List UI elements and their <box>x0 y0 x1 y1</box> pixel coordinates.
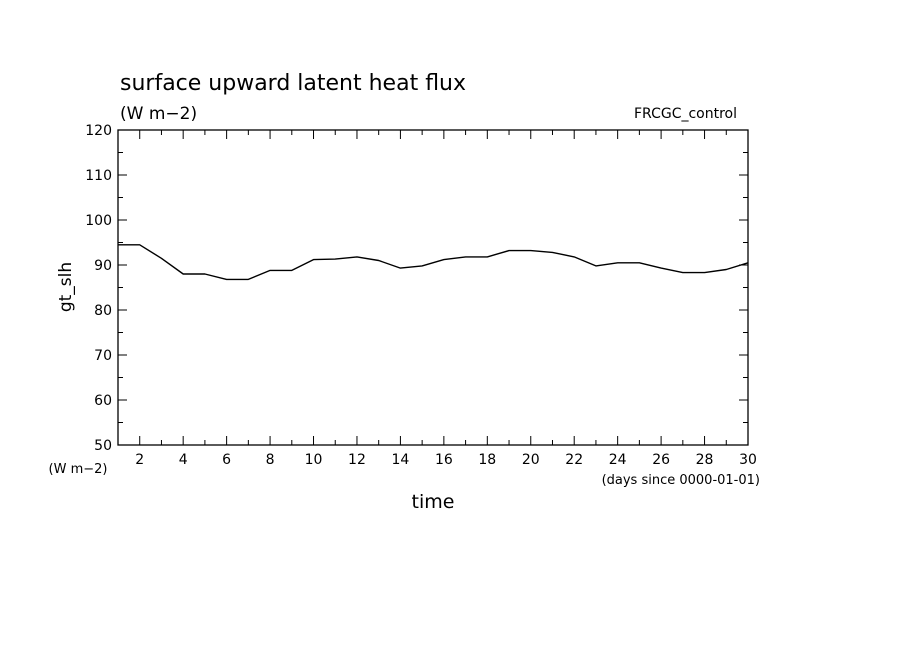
y-tick-label: 50 <box>94 438 112 454</box>
x-tick-label: 14 <box>391 452 409 468</box>
x-tick-label: 12 <box>348 452 366 468</box>
x-tick-label: 10 <box>305 452 323 468</box>
x-tick-label: 6 <box>222 452 231 468</box>
y-tick-label: 100 <box>85 213 112 229</box>
x-axis-label: time <box>412 491 455 513</box>
x-axis: 2 4 6 8 10 12 14 16 18 20 22 24 26 28 30 <box>117 130 757 468</box>
x-tick-label: 30 <box>739 452 757 468</box>
x-tick-label: 22 <box>565 452 583 468</box>
x-tick-label: 28 <box>696 452 714 468</box>
x-tick-label: 16 <box>435 452 453 468</box>
y-axis: 50 60 70 80 90 100 110 120 <box>85 123 748 454</box>
chart-subtitle: (W m−2) <box>120 104 197 124</box>
run-label: FRCGC_control <box>634 106 737 122</box>
y-axis-label: gt_slh <box>56 262 76 312</box>
x-tick-label: 18 <box>478 452 496 468</box>
y-tick-label: 120 <box>85 123 112 139</box>
y-tick-label: 70 <box>94 348 112 364</box>
series-layer <box>118 244 749 281</box>
plot-frame <box>117 129 749 446</box>
y-tick-label: 60 <box>94 393 112 409</box>
x-tick-label: 4 <box>179 452 188 468</box>
y-tick-label: 110 <box>85 168 112 184</box>
x-tick-label: 20 <box>522 452 540 468</box>
x-tick-label: 8 <box>266 452 275 468</box>
y-unit-label: (W m−2) <box>49 462 108 477</box>
y-tick-label: 80 <box>94 303 112 319</box>
x-tick-label: 2 <box>135 452 144 468</box>
x-tick-label: 24 <box>609 452 627 468</box>
series-line <box>118 244 749 281</box>
x-unit-label: (days since 0000-01-01) <box>602 473 760 488</box>
y-tick-label: 90 <box>94 258 112 274</box>
x-tick-label: 26 <box>652 452 670 468</box>
chart-title: surface upward latent heat flux <box>120 71 466 96</box>
